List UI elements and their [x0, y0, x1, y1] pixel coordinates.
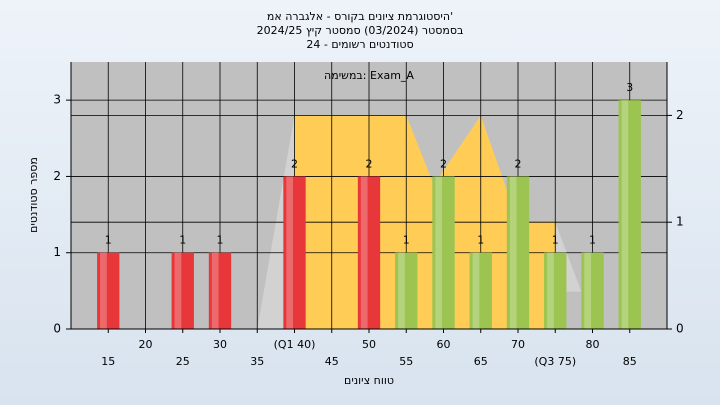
title-line: היסטוגרמת ציונים בקורס - אלגברה אמ': [267, 10, 453, 23]
title-line: סטודנטים רשומים - 24: [306, 38, 413, 51]
value-label: 1: [105, 234, 112, 247]
x-tick-label: 55: [399, 355, 413, 368]
x-tick-label: 30: [213, 338, 227, 351]
x-tick-label: 35: [250, 355, 264, 368]
y-tick-label: 3: [53, 93, 61, 107]
bar: [618, 100, 641, 330]
value-label: 1: [217, 234, 224, 247]
value-label: 2: [366, 157, 373, 170]
value-label: 2: [515, 157, 522, 170]
y2-tick-label: 2: [676, 108, 684, 122]
bar: [506, 176, 530, 329]
y-tick-label: 2: [53, 169, 61, 183]
value-label: 1: [589, 234, 596, 247]
x-tick-label: 50: [362, 338, 376, 351]
bar-highlight: [100, 252, 107, 329]
value-label: 2: [291, 157, 298, 170]
bar-highlight: [174, 252, 182, 329]
plot-layer: [71, 62, 667, 330]
bar-highlight: [211, 252, 219, 329]
x-tick-label: 25: [176, 355, 190, 368]
title-line: בסמסטר (03/2024) סמסטר קיץ 2024/25: [257, 24, 464, 37]
x-tick-label: 45: [325, 355, 339, 368]
value-label: 2: [440, 157, 447, 170]
x-tick-label: 20: [139, 338, 153, 351]
y-tick-label: 1: [53, 245, 61, 259]
bar-highlight: [547, 252, 554, 329]
x-tick-label: 80: [586, 338, 600, 351]
bar-highlight: [360, 176, 368, 329]
bar: [581, 252, 604, 329]
bar: [208, 252, 232, 329]
x-tick-label: (Q3 75): [534, 355, 576, 368]
y-tick-label: 0: [53, 322, 61, 336]
x-tick-label: 60: [437, 338, 451, 351]
value-label: 3: [626, 81, 633, 94]
bar-highlight: [472, 252, 480, 329]
bar: [544, 252, 567, 329]
bar: [469, 252, 492, 329]
y2-tick-label: 0: [676, 322, 684, 336]
bar-highlight: [435, 176, 443, 329]
x-tick-label: 65: [474, 355, 488, 368]
x-axis-label: טווח ציונים: [344, 374, 394, 387]
bar: [97, 252, 120, 329]
y2-tick-label: 1: [676, 215, 684, 229]
annotation: במשימה: Exam_A: [324, 69, 414, 82]
x-tick-label: 15: [101, 355, 115, 368]
bar: [283, 176, 306, 329]
x-tick-label: 70: [511, 338, 525, 351]
value-label: 1: [403, 234, 410, 247]
bar: [357, 176, 381, 329]
bar-highlight: [286, 176, 294, 329]
value-label: 1: [552, 234, 559, 247]
x-tick-label: 85: [623, 355, 637, 368]
value-label: 1: [477, 234, 484, 247]
bar-highlight: [509, 176, 517, 329]
value-label: 1: [179, 234, 186, 247]
bar: [395, 252, 418, 329]
bar: [171, 252, 194, 329]
bar-highlight: [584, 252, 592, 329]
bar-highlight: [398, 252, 405, 329]
bar: [432, 176, 455, 329]
bar-highlight: [621, 100, 629, 330]
x-tick-label: (Q1 40): [274, 338, 316, 351]
y-axis-label: מספר סטודנטים: [27, 157, 40, 233]
